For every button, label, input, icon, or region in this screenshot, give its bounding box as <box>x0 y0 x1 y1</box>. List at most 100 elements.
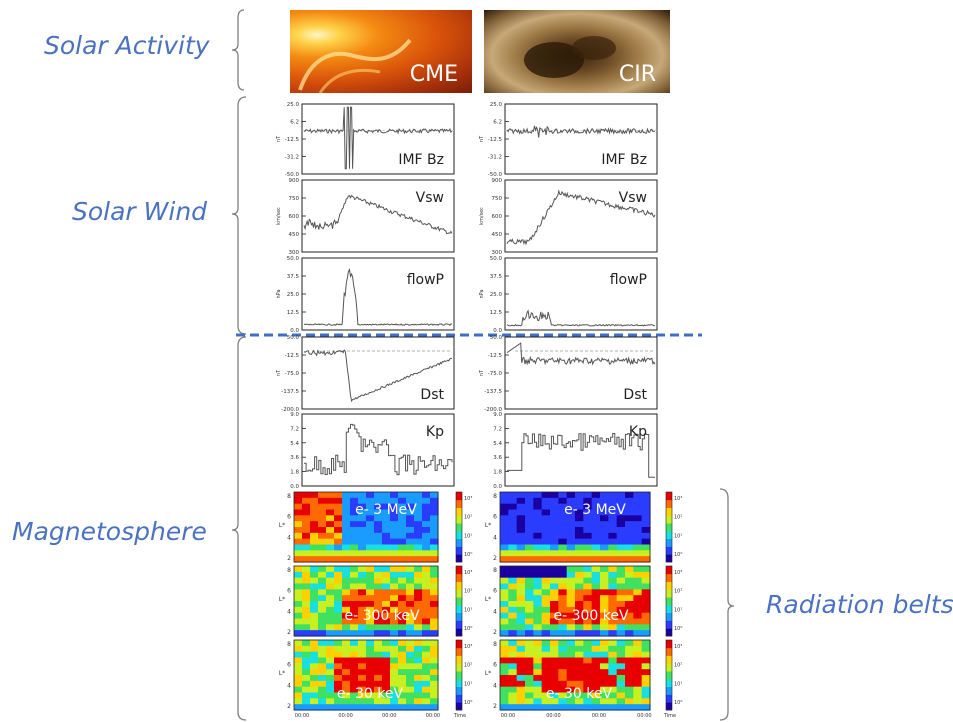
spectrogram-cell <box>430 663 439 670</box>
spectrogram-cell <box>382 640 391 647</box>
spectrogram-cell <box>500 618 509 625</box>
spectrogram-cell <box>350 645 359 653</box>
spectrogram-cell <box>406 532 415 540</box>
spectrogram-cell <box>390 692 399 699</box>
spectrogram-cell <box>414 515 423 522</box>
spectrogram-cell <box>414 503 423 511</box>
l-tick-label: 8 <box>493 567 497 574</box>
spectrogram-cell <box>591 630 601 637</box>
spectrogram-cell <box>575 532 584 540</box>
spectrogram-cell <box>390 624 399 631</box>
spectrogram-cell <box>633 566 643 573</box>
spectrogram-cell <box>525 680 534 688</box>
spectrogram-cell <box>525 692 534 699</box>
spectrogram-cell <box>558 692 568 699</box>
spectrogram-cell <box>390 566 399 573</box>
spectrogram-cell <box>342 624 351 631</box>
spectrogram-cell <box>616 595 626 602</box>
spectrogram-cell <box>500 532 509 540</box>
spectrogram-cell <box>508 630 518 637</box>
spectrogram-cell <box>600 680 609 688</box>
spectrogram-cell <box>358 527 367 534</box>
spectrogram-cell <box>508 692 518 699</box>
spectrogram-cell <box>310 675 319 682</box>
spectrogram-cell <box>406 527 415 534</box>
y-tick-label: 1.8 <box>290 470 299 476</box>
colorbar-tick: 10² <box>674 663 682 669</box>
spectrogram-cell <box>390 509 399 516</box>
colorbar: 10³ 10² 10¹ 10⁰ <box>455 565 472 637</box>
spectrogram-cell <box>591 680 601 688</box>
spectrogram-cell <box>541 521 551 528</box>
y-axis-label: nPa <box>479 289 485 298</box>
spectrogram-cell <box>591 645 601 653</box>
spectrogram-cell <box>294 521 303 528</box>
spectrogram-cell <box>374 566 383 573</box>
spectrogram-cell <box>342 509 351 516</box>
spectrogram-cell <box>342 698 351 705</box>
spectrogram-cell <box>422 651 431 659</box>
spectrogram-cell <box>541 577 551 585</box>
spectrogram-cell <box>541 515 551 522</box>
spectrogram-cell <box>641 544 651 551</box>
spectrogram-cell <box>406 556 415 563</box>
spectrogram-cell <box>558 657 568 664</box>
imf-bz-label: IMF Bz <box>601 152 647 168</box>
spectrogram-cell <box>358 704 367 711</box>
spectrogram-cell <box>366 566 375 573</box>
spectrogram-cell <box>625 624 634 631</box>
spectrogram-cell <box>358 601 367 608</box>
colorbar-tick: 10⁰ <box>674 700 682 706</box>
spectrogram-cell <box>398 686 407 694</box>
spectrogram-cell <box>302 624 311 631</box>
spectrogram-cell <box>558 663 568 670</box>
spectrogram-cell <box>616 509 626 516</box>
spectrogram-cell <box>641 686 651 694</box>
spectrogram-cell <box>641 595 651 602</box>
spectrogram-cell <box>575 692 584 699</box>
spectrogram-cell <box>422 645 431 653</box>
spectrogram-cell <box>625 577 634 585</box>
y-tick-label: -12.5 <box>488 137 503 143</box>
spectrogram-cell <box>414 497 423 505</box>
spectrogram-cell <box>334 618 343 625</box>
spectrogram-cell <box>583 601 593 608</box>
spectrogram-cell <box>326 566 335 573</box>
spectrogram-cell <box>294 692 303 699</box>
spectrogram-cell <box>390 532 399 540</box>
spectrogram-cell <box>406 583 415 590</box>
spectrogram-cell <box>350 589 359 596</box>
spectrogram-cell <box>591 651 601 659</box>
spectrogram-cell <box>616 583 626 590</box>
spectrogram-cell <box>374 606 383 614</box>
spectrogram-cell <box>374 686 383 694</box>
spectrogram-cell <box>550 521 559 528</box>
spectrogram-cell <box>566 663 576 670</box>
spectrogram-cell <box>525 583 534 590</box>
spectrogram-cell <box>533 675 543 682</box>
spectrogram-cell <box>382 503 391 511</box>
spectrogram-cell <box>533 692 543 699</box>
spectrogram-cell <box>390 589 399 596</box>
spectrogram-cell <box>382 577 391 585</box>
spectrogram-cell <box>374 583 383 590</box>
spectrogram-cell <box>374 550 383 557</box>
spectrogram-cell <box>625 515 634 522</box>
spectrogram-cell <box>583 645 593 653</box>
e3mev-label: e- 3 MeV <box>564 502 626 518</box>
spectrogram-cell <box>406 669 415 676</box>
spectrogram-cell <box>575 612 584 620</box>
l-shell-label: L* <box>279 670 285 677</box>
spectrogram-cell <box>350 583 359 590</box>
spectrogram-cell <box>358 556 367 563</box>
colorbar: 10³ 10² 10¹ 10⁰ <box>455 639 472 711</box>
spectrogram-cell <box>334 515 343 522</box>
spectrogram-cell <box>516 497 526 505</box>
spectrogram-cell <box>566 692 576 699</box>
spectrogram-cell <box>508 503 518 511</box>
spectrogram-cell <box>550 492 559 499</box>
spectrogram-cell <box>566 556 576 563</box>
spectrogram-cell <box>382 589 391 596</box>
spectrogram-cell <box>294 698 303 705</box>
spectrogram-cell <box>558 566 568 573</box>
